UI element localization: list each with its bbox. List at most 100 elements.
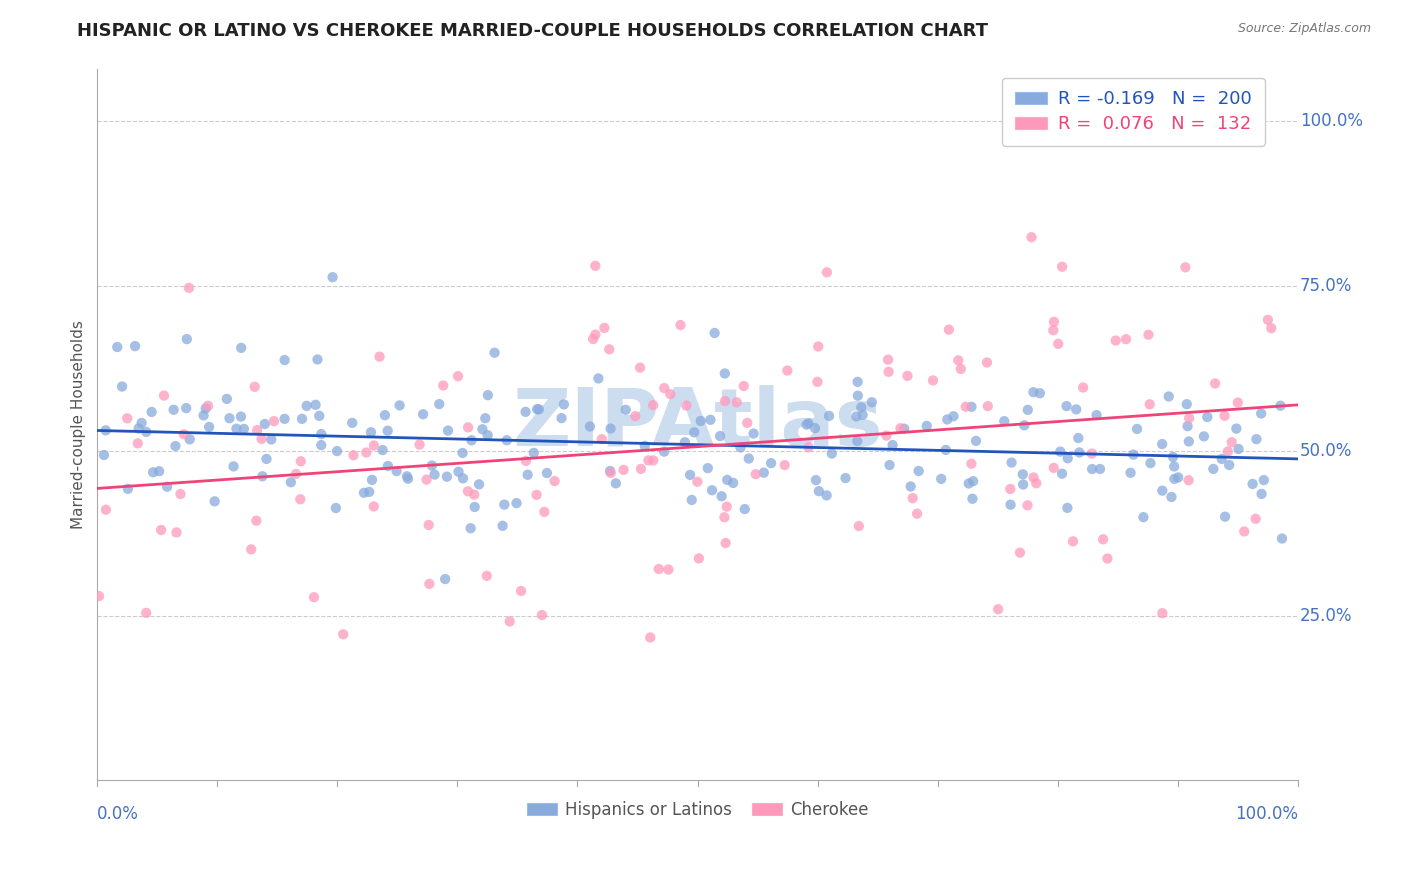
Point <box>263 414 285 428</box>
Point <box>432 378 454 392</box>
Point <box>579 419 602 434</box>
Point <box>1097 551 1119 566</box>
Point <box>385 464 408 478</box>
Point <box>821 446 844 460</box>
Point <box>598 343 620 357</box>
Point <box>418 577 440 591</box>
Point <box>1152 606 1174 620</box>
Point <box>457 484 479 499</box>
Point <box>797 440 820 454</box>
Point <box>929 472 952 486</box>
Point <box>593 321 616 335</box>
Point <box>246 423 269 437</box>
Point <box>709 429 731 443</box>
Point <box>280 475 302 490</box>
Point <box>156 480 179 494</box>
Point <box>291 412 314 426</box>
Point <box>231 341 253 355</box>
Point <box>460 521 482 535</box>
Point <box>295 399 318 413</box>
Point <box>637 453 659 467</box>
Point <box>948 353 970 368</box>
Point <box>163 402 186 417</box>
Point <box>1119 466 1142 480</box>
Point <box>710 489 733 503</box>
Point <box>1175 397 1198 411</box>
Point <box>714 367 737 381</box>
Point <box>713 510 735 524</box>
Point <box>457 420 479 434</box>
Point <box>806 375 828 389</box>
Point <box>363 500 385 514</box>
Point <box>922 373 945 387</box>
Point <box>852 408 875 422</box>
Text: 25.0%: 25.0% <box>1301 607 1353 624</box>
Point <box>115 411 138 425</box>
Point <box>1085 408 1108 422</box>
Point <box>877 352 900 367</box>
Point <box>477 428 499 442</box>
Point <box>550 411 572 425</box>
Point <box>734 502 756 516</box>
Point <box>464 500 486 514</box>
Point <box>1270 399 1292 413</box>
Point <box>533 505 555 519</box>
Point <box>141 405 163 419</box>
Point <box>721 475 744 490</box>
Point <box>846 434 869 448</box>
Point <box>807 484 830 499</box>
Point <box>302 591 325 605</box>
Point <box>962 474 984 488</box>
Point <box>845 409 868 424</box>
Point <box>1160 490 1182 504</box>
Point <box>773 458 796 472</box>
Point <box>250 432 273 446</box>
Point <box>643 453 665 467</box>
Point <box>412 407 434 421</box>
Point <box>1012 477 1035 491</box>
Point <box>815 488 838 502</box>
Point <box>215 392 238 406</box>
Point <box>1071 380 1094 394</box>
Point <box>1105 334 1128 348</box>
Point <box>882 438 904 452</box>
Point <box>150 523 173 537</box>
Point <box>527 402 550 417</box>
Point <box>877 365 900 379</box>
Point <box>1225 421 1247 435</box>
Point <box>1047 337 1070 351</box>
Point <box>1244 512 1267 526</box>
Point <box>165 439 187 453</box>
Point <box>197 399 219 413</box>
Point <box>285 467 308 481</box>
Point <box>681 492 703 507</box>
Point <box>675 399 697 413</box>
Point <box>510 584 533 599</box>
Point <box>308 409 330 423</box>
Point <box>955 400 977 414</box>
Point <box>624 409 647 424</box>
Point <box>643 398 665 412</box>
Legend: Hispanics or Latinos, Cherokee: Hispanics or Latinos, Cherokee <box>520 794 875 825</box>
Point <box>965 434 987 448</box>
Point <box>905 507 928 521</box>
Point <box>94 423 117 437</box>
Point <box>1122 448 1144 462</box>
Point <box>309 438 332 452</box>
Point <box>1022 470 1045 484</box>
Point <box>377 458 399 473</box>
Point <box>960 400 983 414</box>
Point <box>468 477 491 491</box>
Point <box>628 360 651 375</box>
Point <box>957 476 980 491</box>
Point <box>229 409 252 424</box>
Point <box>243 380 266 394</box>
Point <box>1021 230 1043 244</box>
Point <box>1081 446 1104 460</box>
Point <box>124 339 146 353</box>
Point <box>657 562 679 576</box>
Point <box>368 350 391 364</box>
Point <box>1042 323 1064 337</box>
Point <box>614 402 637 417</box>
Point <box>395 469 418 483</box>
